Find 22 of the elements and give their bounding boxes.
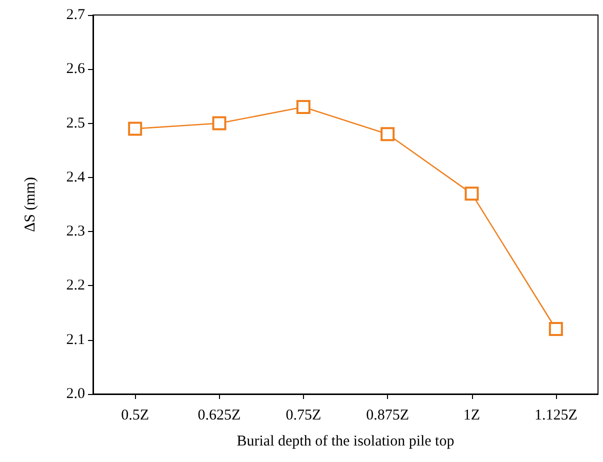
y-tick-label: 2.5 bbox=[66, 115, 85, 132]
point bbox=[128, 122, 142, 136]
point bbox=[380, 127, 395, 142]
y-tick-label: 2.4 bbox=[66, 169, 86, 186]
point bbox=[212, 116, 226, 130]
x-tick-label: 0.625Z bbox=[198, 408, 241, 424]
x-axis-title: Burial depth of the isolation pile top bbox=[236, 434, 454, 450]
x-tick-label: 0.875Z bbox=[366, 408, 410, 424]
x-tick-label: 1.125Z bbox=[534, 408, 578, 424]
y-tick-label: 2.2 bbox=[66, 278, 85, 294]
x-tick-label: 0.5Z bbox=[121, 408, 150, 424]
y-axis-title: ΔS (mm) bbox=[22, 176, 38, 232]
y-tick-label: 2.1 bbox=[66, 332, 85, 348]
point bbox=[296, 100, 310, 114]
x-tick-label: 0.75Z bbox=[286, 408, 322, 424]
point bbox=[548, 322, 563, 336]
point bbox=[464, 186, 479, 201]
y-tick-label: 2.0 bbox=[66, 386, 85, 402]
x-tick-label: 1Z bbox=[463, 408, 480, 424]
y-tick-label: 2.6 bbox=[66, 61, 86, 78]
y-tick-label: 2.3 bbox=[66, 224, 85, 240]
y-tick-label: 2.7 bbox=[66, 7, 86, 23]
